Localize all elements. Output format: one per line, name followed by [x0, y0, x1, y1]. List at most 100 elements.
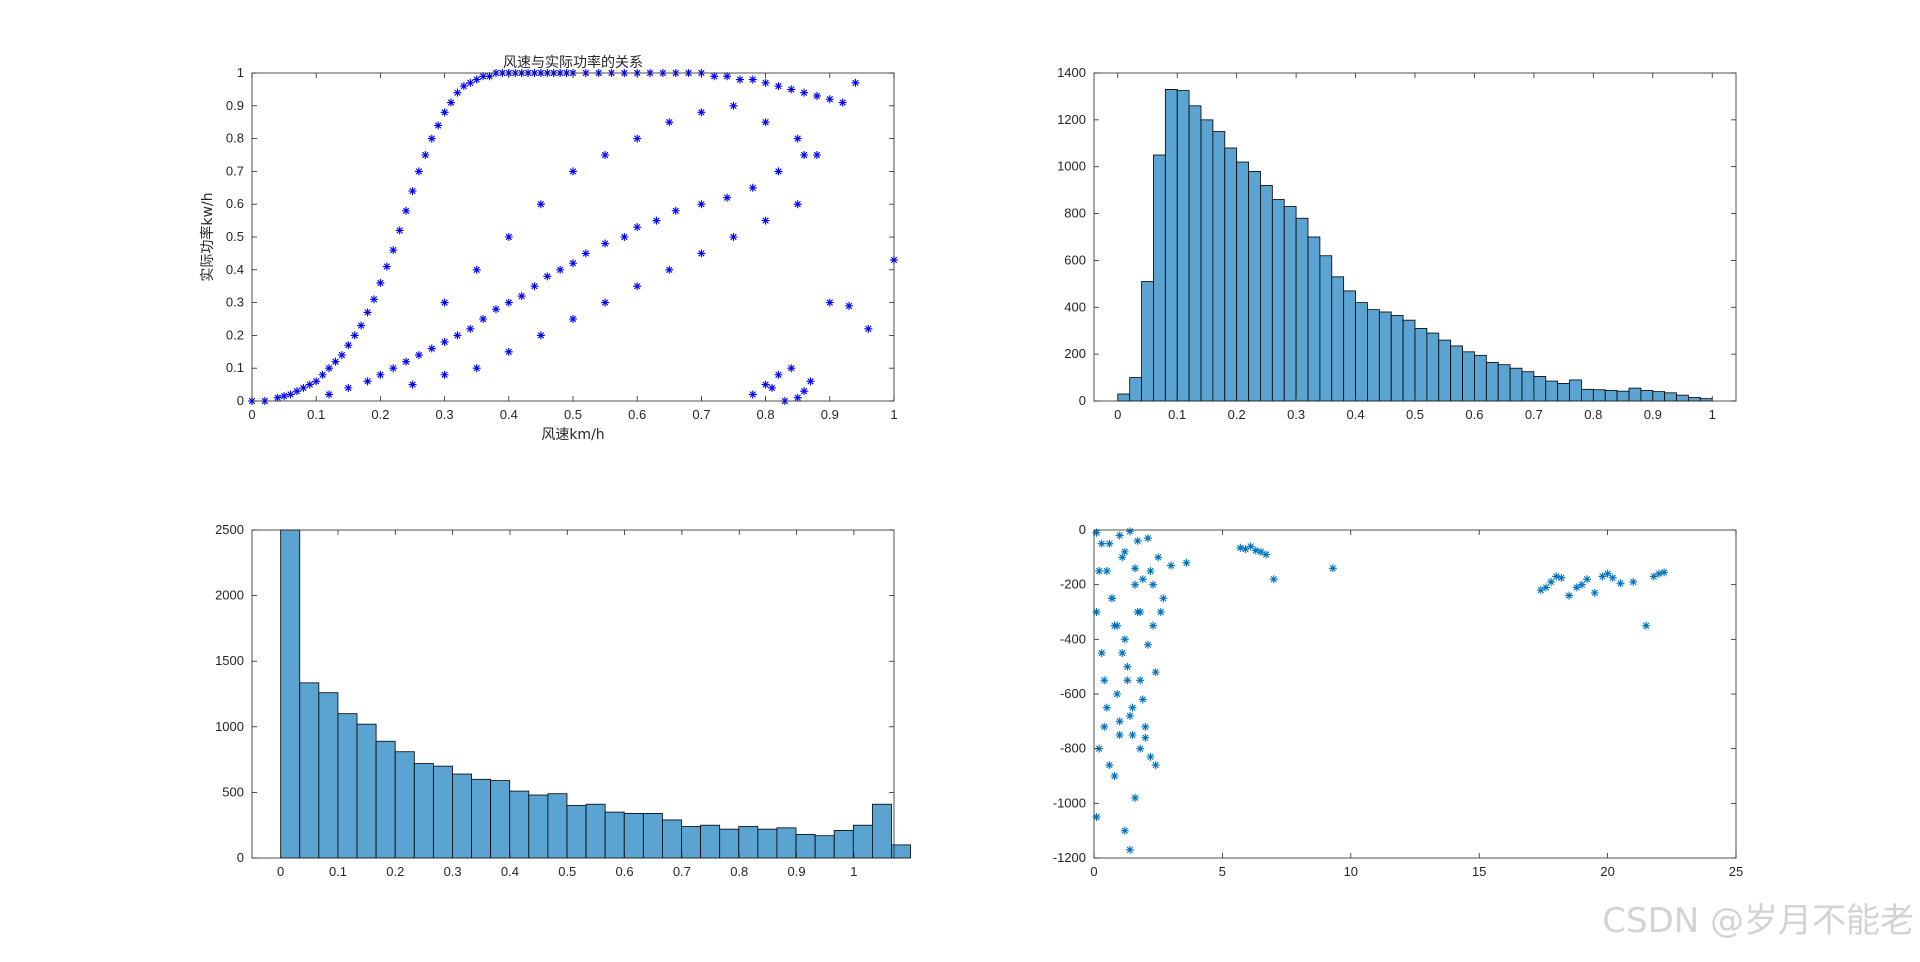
histogram-bar: [1390, 315, 1404, 402]
data-point: [440, 108, 449, 117]
data-point: [382, 262, 391, 271]
subplot-scatter-power-vs-speed: 0 0.1 0.2 0.3 0.4 0.5 0.6 0.7 0.8 0.9 1 0 0.1 0.2 0.3 0…: [199, 54, 898, 443]
data-point: [543, 272, 552, 281]
data-point: [536, 200, 545, 209]
data-point: [1100, 722, 1109, 731]
data-point: [344, 341, 353, 350]
histogram-bar: [1236, 161, 1249, 402]
data-point: [337, 351, 346, 360]
x-tick-label: 0.8: [730, 864, 748, 879]
histogram-bar: [1569, 379, 1582, 402]
x-tick-label: 0.8: [1584, 407, 1602, 422]
x-tick-label: 0.7: [1525, 407, 1543, 422]
data-point: [761, 78, 770, 87]
y-tick-label: 1000: [1057, 159, 1086, 174]
data-point: [466, 324, 475, 333]
data-point: [1547, 577, 1556, 586]
y-tick-label: 2500: [215, 522, 244, 537]
histogram-bar: [299, 682, 320, 859]
data-point: [845, 301, 854, 310]
data-point: [504, 347, 513, 356]
histogram-bar: [1319, 255, 1333, 402]
data-point: [376, 278, 385, 287]
y-tick-label: 2000: [215, 588, 244, 603]
data-point: [1120, 826, 1129, 835]
histogram-bar: [1164, 89, 1178, 402]
data-point: [363, 308, 372, 317]
data-point: [1552, 572, 1561, 581]
x-tick-label: 0: [277, 864, 284, 879]
data-point: [1156, 608, 1165, 616]
histogram-bar: [1592, 389, 1606, 402]
data-point: [1115, 731, 1124, 739]
histogram-bar: [1260, 185, 1273, 402]
histogram-bar: [528, 794, 549, 859]
data-point: [325, 390, 334, 399]
data-point: [1149, 621, 1158, 630]
x-tick-label: 1: [890, 407, 897, 422]
data-point: [556, 265, 565, 274]
data-point: [1123, 676, 1132, 685]
data-point: [369, 295, 378, 304]
data-point: [350, 331, 359, 340]
y-tick-label: 0: [237, 850, 244, 865]
data-point: [1125, 845, 1134, 854]
data-point: [793, 134, 802, 143]
data-point: [652, 216, 661, 225]
x-tick-label: 0.3: [436, 407, 454, 422]
data-point: [1182, 558, 1191, 567]
data-point: [1328, 564, 1337, 573]
histogram-bar: [1438, 339, 1452, 402]
y-tick-label: 1200: [1057, 112, 1086, 127]
data-point: [697, 249, 706, 258]
y-tick-label: 0: [237, 393, 244, 408]
data-point: [1146, 752, 1155, 761]
data-point: [1608, 573, 1617, 582]
x-tick-label: 0.9: [1644, 407, 1662, 422]
data-point: [723, 72, 732, 81]
data-point: [447, 98, 456, 107]
histogram-bar: [1640, 390, 1654, 402]
x-tick-label: 20: [1600, 864, 1614, 879]
data-point: [389, 246, 398, 255]
data-point: [1572, 583, 1581, 592]
histogram-bar: [1295, 217, 1309, 402]
data-point: [1102, 703, 1111, 712]
data-point: [1092, 608, 1101, 616]
histogram-bar: [1604, 390, 1618, 402]
plot-area: [1117, 89, 1713, 402]
histogram-bar: [1497, 364, 1511, 402]
data-point: [800, 387, 809, 396]
x-tick-label: 0: [1114, 407, 1121, 422]
histogram-bar: [1367, 309, 1380, 402]
data-point: [1236, 543, 1245, 552]
data-point: [1128, 703, 1137, 712]
data-point: [479, 72, 488, 81]
data-point: [793, 200, 802, 209]
histogram-bar: [413, 763, 434, 859]
x-tick-label: 0.4: [501, 864, 519, 879]
histogram-bar: [814, 835, 835, 859]
data-point: [1143, 534, 1152, 543]
y-tick-label: 1000: [215, 719, 244, 734]
histogram-bar: [1616, 390, 1630, 402]
y-tick-label: -1200: [1053, 850, 1086, 865]
y-tick-label: -600: [1060, 686, 1086, 701]
histogram-bar: [1462, 351, 1475, 402]
data-point: [806, 377, 815, 386]
data-point: [1138, 575, 1147, 584]
data-point: [1167, 561, 1176, 570]
histogram-bar: [1307, 236, 1321, 402]
y-tick-label: 0.1: [226, 360, 244, 375]
data-point: [1159, 594, 1168, 603]
data-point: [1125, 527, 1134, 536]
histogram-bar: [700, 824, 721, 859]
data-point: [697, 108, 706, 117]
histogram-bar: [1141, 281, 1154, 402]
data-point: [633, 134, 642, 143]
data-point: [1629, 577, 1638, 586]
y-tick-label: 600: [1064, 252, 1086, 267]
y-tick-label: 1500: [215, 653, 244, 668]
x-tick-label: 0.3: [444, 864, 462, 879]
histogram-bar: [1248, 170, 1261, 402]
